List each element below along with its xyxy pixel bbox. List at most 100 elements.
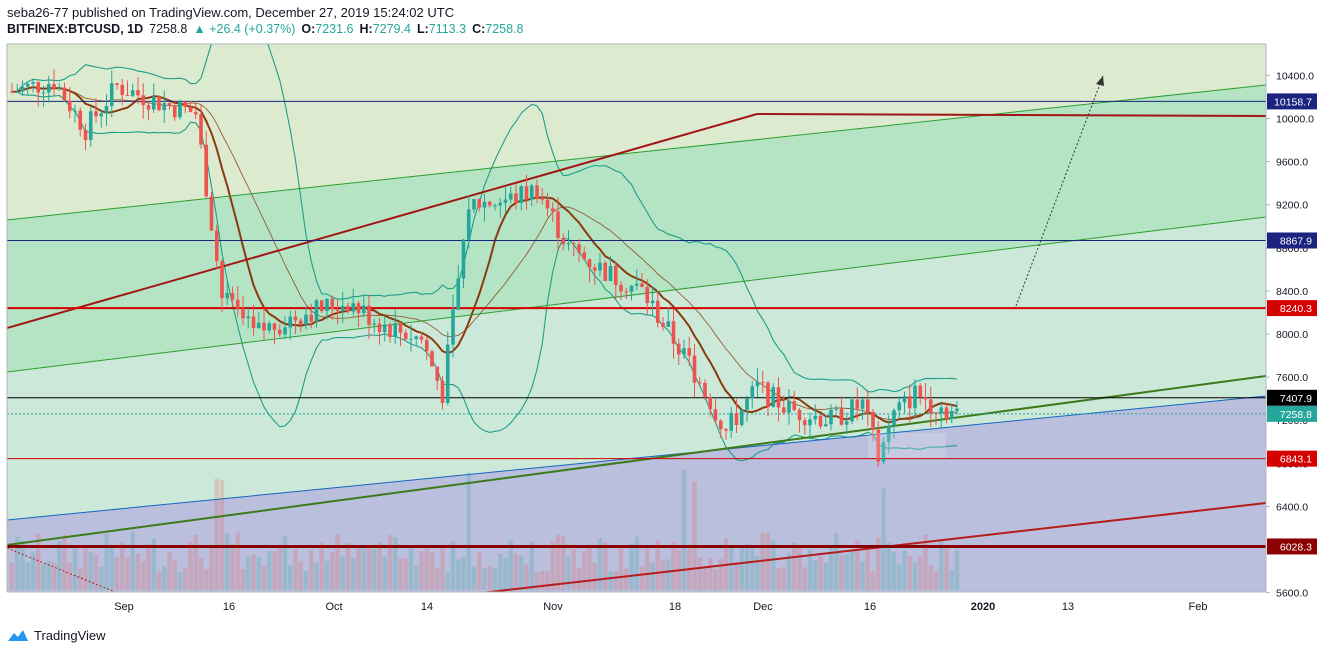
candle-body (493, 205, 497, 207)
volume-bar (67, 562, 72, 590)
candle-body (734, 413, 739, 425)
price-label-box (1267, 93, 1317, 110)
candle-body (713, 409, 718, 421)
volume-bar (918, 555, 923, 590)
close-value: 7258.8 (485, 22, 524, 36)
candle-body (918, 385, 923, 398)
candle-body (745, 398, 749, 410)
candle-body (724, 429, 728, 431)
volume-bar (298, 561, 303, 590)
volume-bar (792, 542, 797, 590)
candle-body (162, 102, 167, 111)
volume-bar (939, 541, 944, 590)
candle-body (834, 408, 839, 410)
volume-bar (15, 536, 20, 590)
candle-body (718, 420, 723, 430)
volume-bar (393, 537, 398, 590)
volume-bar (382, 556, 387, 590)
candle-body (104, 105, 109, 114)
volume-bar (540, 570, 545, 590)
candle-body (445, 344, 450, 404)
volume-bar (834, 533, 839, 590)
volume-bar (41, 564, 46, 590)
volume-bar (734, 562, 739, 590)
candle-body (503, 199, 508, 203)
candle-body (335, 309, 340, 311)
candle-body (955, 408, 959, 412)
candle-body (256, 322, 261, 329)
candle-body (120, 84, 125, 95)
volume-bar (30, 552, 36, 590)
symbol-name[interactable]: BITFINEX:BTCUSD, 1D (7, 22, 144, 36)
price-label-box (1267, 232, 1317, 249)
volume-bar (708, 558, 713, 590)
volume-bar (198, 557, 204, 590)
horizontal-levels (7, 100, 1266, 548)
volume-bar (351, 557, 356, 590)
volume-bar (162, 566, 167, 590)
publish-info: seba26-77 published on TradingView.com, … (7, 5, 455, 20)
price-label: 10158.7 (1274, 96, 1312, 108)
volume-bar (828, 545, 834, 590)
volume-bar (786, 553, 792, 590)
candle-body (514, 193, 518, 203)
volume-bar (345, 543, 351, 590)
volume-bar (193, 534, 198, 590)
candle-body (703, 382, 707, 398)
volume-bar (419, 551, 424, 590)
candle-body (430, 351, 434, 367)
candle-body (94, 111, 98, 117)
candle-body (907, 395, 912, 409)
volume-bar (524, 563, 529, 590)
candle-body (398, 323, 403, 333)
candle-body (771, 387, 776, 407)
y-tick-label: 5600.0 (1276, 588, 1308, 600)
candle-body (540, 198, 545, 200)
candle-body (472, 199, 476, 210)
volume-bar (335, 534, 340, 590)
low-label: L: (416, 22, 429, 36)
candle-body (36, 82, 41, 93)
volume-bar (954, 550, 960, 590)
price-axis[interactable]: 5600.06000.06400.06800.07200.07600.08000… (1266, 70, 1314, 600)
candle-body (487, 201, 492, 206)
candle-body (188, 107, 193, 113)
time-axis[interactable]: Sep 16 Oct 14 Nov 18 Dec 16 2020 13 Feb (114, 601, 1207, 613)
price-chart[interactable]: 5600.06000.06400.06800.07200.07600.08000… (0, 0, 1330, 622)
candle-body (330, 298, 335, 310)
candle-body (666, 321, 671, 327)
volume-bar (482, 568, 487, 590)
volume-bar (277, 545, 282, 590)
candle-body (577, 244, 581, 253)
price-label-box (1267, 450, 1317, 467)
candle-body (855, 399, 860, 409)
volume-bar (78, 568, 83, 590)
volume-bar (125, 557, 130, 590)
candle-body (949, 411, 954, 420)
x-tick-label: Feb (1189, 601, 1208, 613)
volume-bar (450, 541, 456, 590)
tradingview-footer[interactable]: TradingView (7, 628, 106, 643)
volume-bar (881, 488, 886, 590)
volume-bar (156, 571, 162, 590)
candle-body (225, 292, 230, 299)
candle-body (477, 199, 482, 208)
volume-bar (246, 556, 251, 590)
price-label: 8240.3 (1280, 303, 1312, 315)
candle-body (10, 91, 14, 93)
volume-bar (561, 535, 566, 590)
candle-body (424, 339, 429, 352)
candle-body (766, 382, 770, 407)
chart-pane[interactable] (7, 5, 1266, 600)
volume-bar (813, 560, 818, 590)
candle-body (178, 101, 182, 118)
open-value: 7231.6 (315, 22, 354, 36)
volume-bar (912, 561, 918, 590)
volume-bar (576, 568, 582, 590)
candle-body (367, 305, 371, 325)
volume-bar (876, 537, 881, 590)
volume-bar (902, 550, 907, 590)
candle-body (645, 286, 650, 304)
lower-red-trendline (480, 502, 1266, 592)
candle-body (125, 94, 130, 96)
